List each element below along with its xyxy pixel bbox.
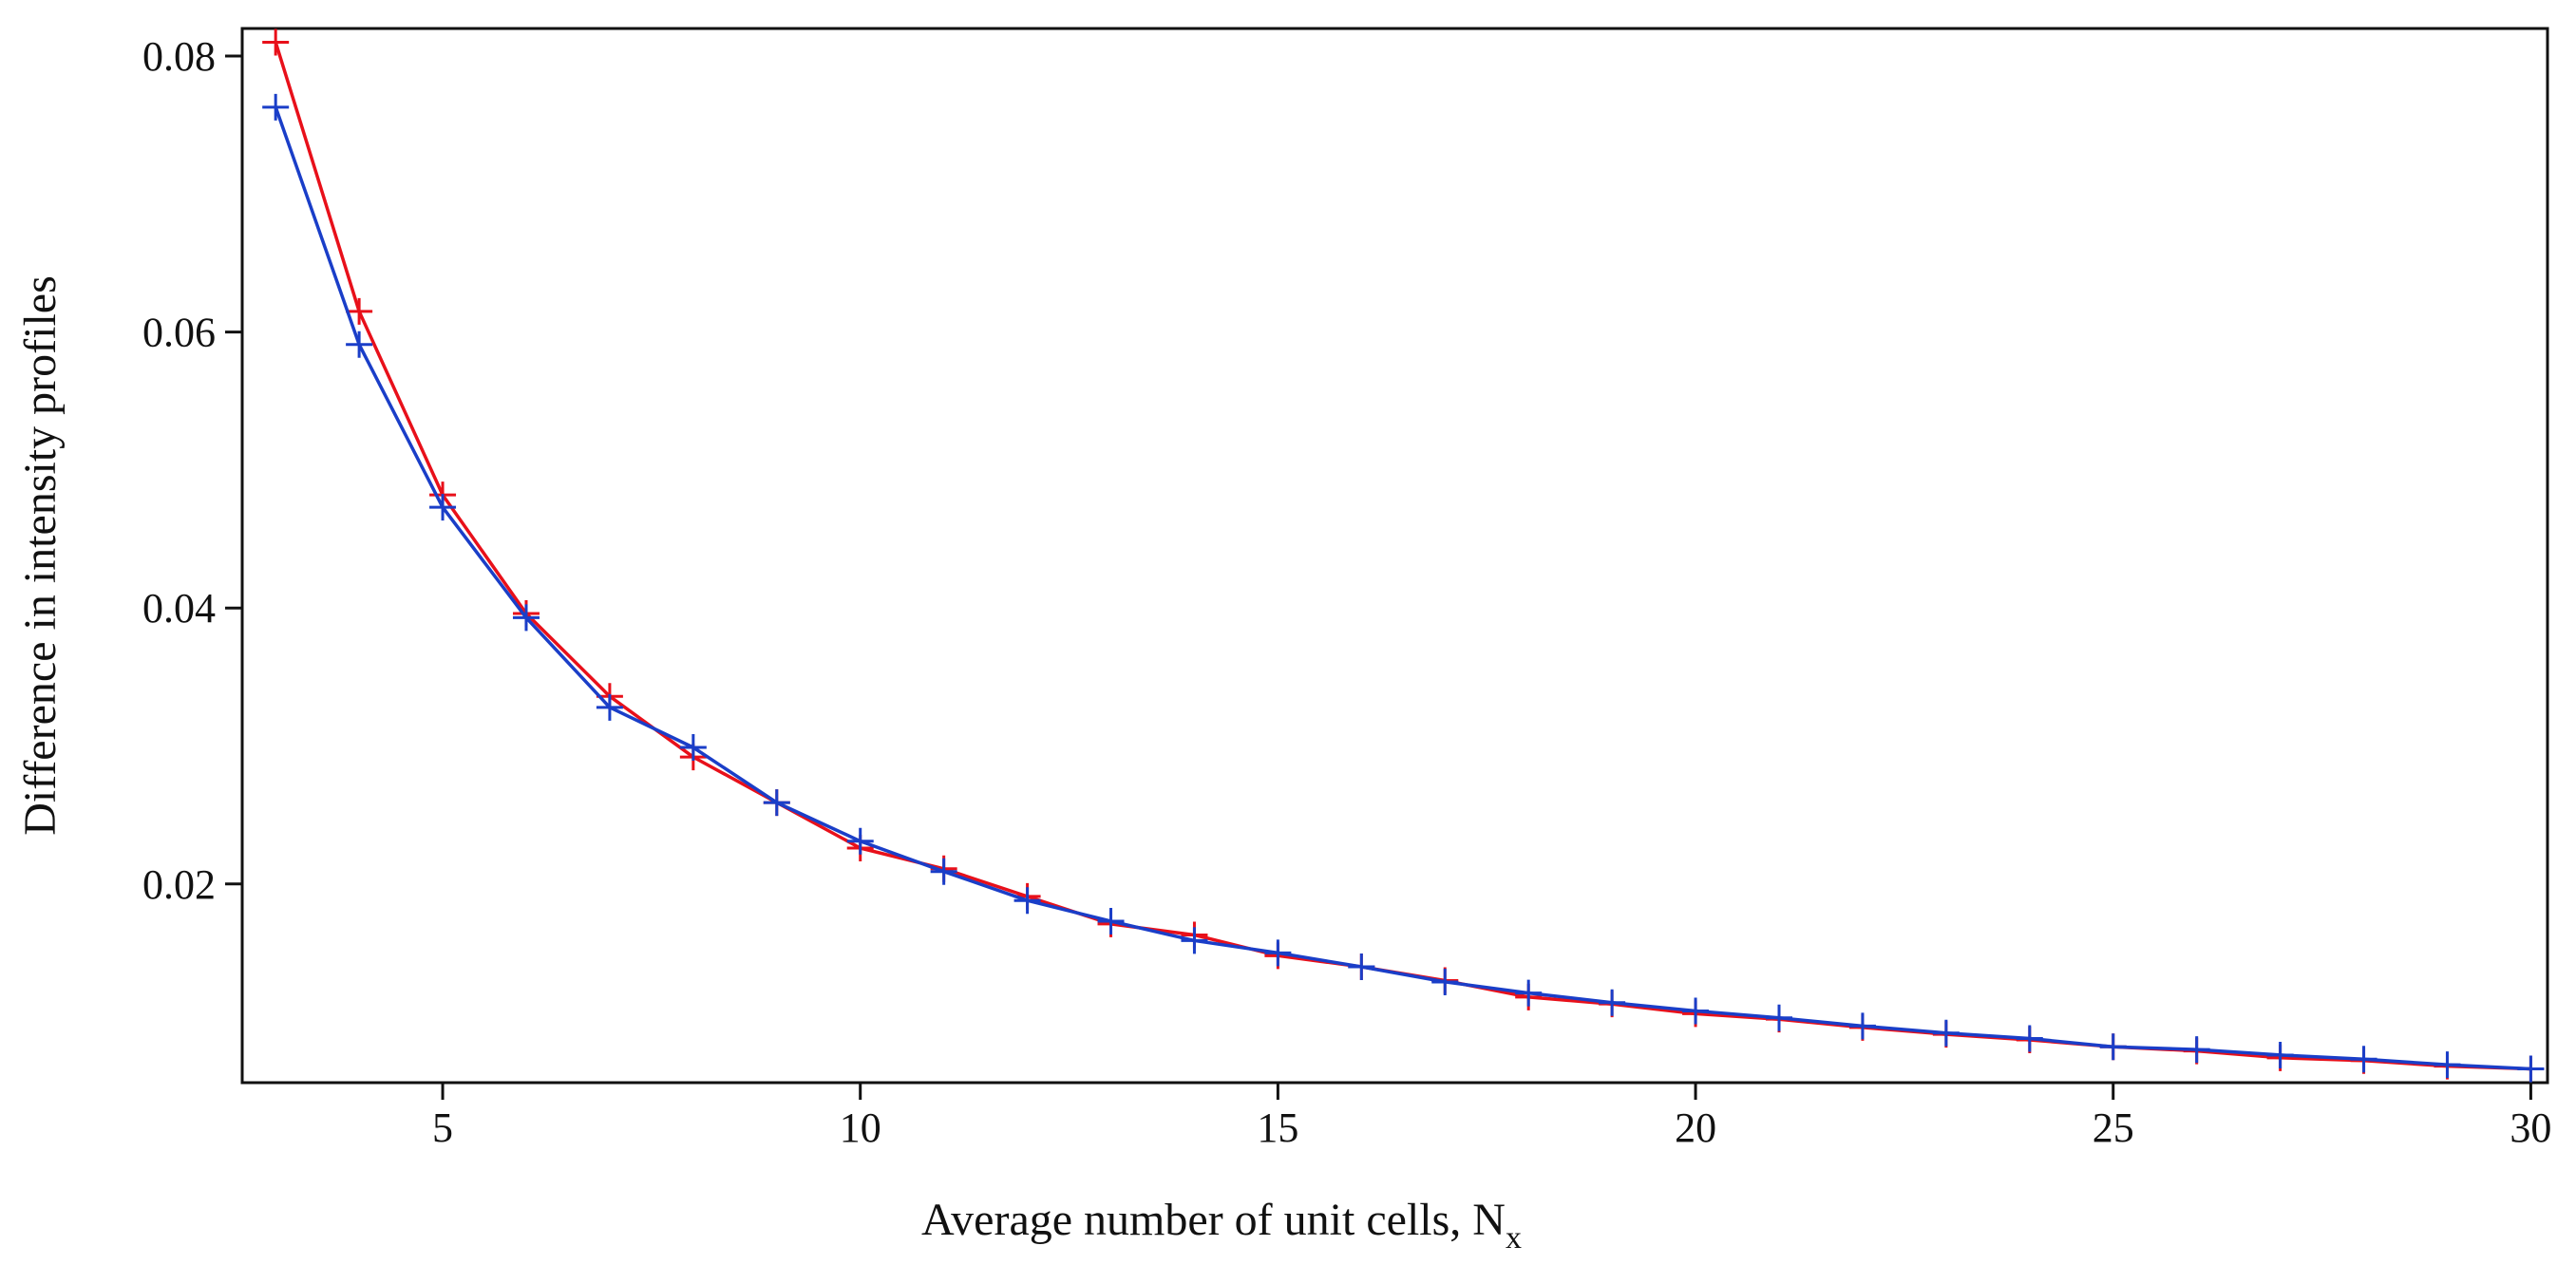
x-tick-label: 20 <box>1675 1105 1716 1151</box>
data-point-blue <box>846 827 874 855</box>
data-point-red <box>262 28 290 56</box>
x-tick-label: 15 <box>1257 1105 1298 1151</box>
data-point-blue <box>346 330 373 358</box>
data-point-blue <box>1097 908 1125 935</box>
data-point-blue <box>1932 1019 1960 1047</box>
data-point-blue <box>1682 997 1710 1025</box>
x-tick-label: 10 <box>840 1105 881 1151</box>
data-point-blue <box>1599 989 1626 1016</box>
data-point-blue <box>2266 1041 2294 1068</box>
data-point-blue <box>2016 1025 2043 1052</box>
data-point-blue <box>262 93 290 121</box>
data-point-blue <box>1264 939 1292 967</box>
data-point-blue <box>429 494 457 521</box>
data-point-blue <box>1181 927 1208 954</box>
y-tick-label: 0.06 <box>142 310 216 356</box>
data-point-blue <box>596 693 623 721</box>
data-point-blue <box>1431 968 1459 995</box>
data-point-blue <box>1848 1012 1876 1040</box>
y-tick-label: 0.02 <box>142 861 216 908</box>
y-tick-label: 0.04 <box>142 585 216 632</box>
y-tick-label: 0.08 <box>142 33 216 80</box>
x-tick-label: 30 <box>2510 1105 2551 1151</box>
data-point-blue <box>2099 1033 2127 1061</box>
data-point-red <box>346 297 373 325</box>
y-axis: 0.02 0.04 0.06 0.08 <box>142 33 242 908</box>
data-point-blue <box>2434 1051 2461 1079</box>
x-axis-label-main: Average number of unit cells, N <box>921 1195 1506 1245</box>
y-axis-label: Difference in intensity profiles <box>15 275 66 836</box>
data-point-blue <box>2183 1036 2210 1064</box>
x-axis-label-subscript: x <box>1506 1220 1522 1256</box>
data-point-blue <box>512 604 540 632</box>
series-layer <box>262 28 2545 1083</box>
x-axis: 5 10 15 20 25 30 <box>432 1083 2551 1151</box>
data-point-blue <box>763 789 790 817</box>
x-tick-label: 25 <box>2093 1105 2134 1151</box>
series-markers-red <box>262 28 2545 1083</box>
plot-frame <box>240 27 2549 1085</box>
data-point-blue <box>930 858 957 885</box>
data-point-blue <box>1515 979 1543 1007</box>
series-line-blue <box>274 106 2531 1071</box>
x-tick-label: 5 <box>432 1105 453 1151</box>
data-point-blue <box>1348 953 1375 980</box>
data-point-blue <box>2517 1055 2545 1083</box>
series-markers-blue <box>262 93 2545 1083</box>
series-line-red <box>274 41 2531 1071</box>
data-point-blue <box>679 733 707 761</box>
data-point-blue <box>2350 1046 2377 1073</box>
x-axis-label: Average number of unit cells, Nx <box>921 1195 1522 1256</box>
data-point-blue <box>1013 887 1041 915</box>
data-point-blue <box>1766 1004 1792 1031</box>
